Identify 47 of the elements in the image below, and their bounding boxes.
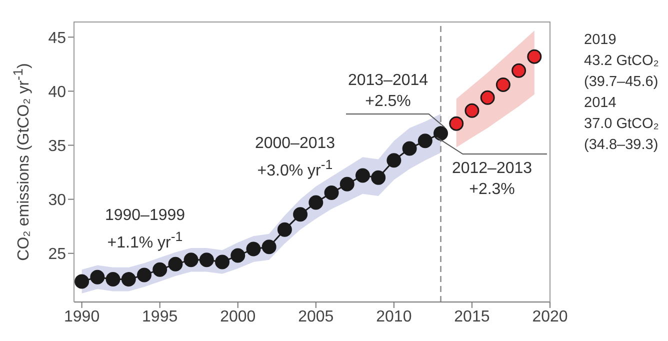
- y-tick-label: 35: [48, 138, 66, 155]
- point: [340, 176, 354, 192]
- x-tick-label: 1995: [142, 308, 178, 326]
- y-tick-label: 30: [48, 192, 66, 209]
- point: [355, 168, 370, 183]
- point: [262, 240, 276, 254]
- point: [324, 186, 339, 200]
- point: [184, 252, 198, 268]
- annotation: 1990–1999 +1.1% yr$^{-1}$: [104, 206, 186, 254]
- point: [449, 116, 464, 131]
- point: [434, 126, 448, 141]
- x-tick-label: 1990: [64, 308, 100, 326]
- point: [215, 254, 230, 270]
- y-tick-label: 40: [48, 84, 66, 101]
- point: [106, 272, 120, 287]
- x-tick-label: 2005: [298, 308, 334, 326]
- point: [277, 222, 292, 237]
- point: [74, 274, 90, 289]
- point: [230, 248, 246, 263]
- point: [293, 207, 308, 222]
- y-tick-label: 45: [48, 30, 66, 47]
- point: [402, 141, 417, 156]
- point: [246, 242, 261, 256]
- point: [90, 270, 105, 284]
- annotation: 2012–2013 +2.3%: [452, 159, 532, 200]
- y-tick-label: 25: [48, 246, 66, 264]
- point: [168, 256, 183, 272]
- point: [480, 90, 495, 105]
- point: [496, 77, 510, 92]
- x-tick-label: 2020: [532, 308, 568, 326]
- x-tick-label: 2000: [220, 308, 256, 326]
- point: [199, 252, 214, 268]
- annotation: 2013–2014 +2.5%: [348, 71, 428, 112]
- point: [136, 268, 152, 282]
- point: [308, 195, 324, 210]
- point: [371, 170, 386, 185]
- x-tick-label: 2010: [376, 308, 412, 326]
- point: [418, 134, 432, 148]
- x-tick-label: 2015: [454, 308, 490, 326]
- annotation: 2000–2013 +3.0% yr$^{-1}$: [254, 134, 336, 182]
- point: [386, 153, 402, 168]
- point: [121, 272, 136, 287]
- text: 2019 43.2 GtCO₂ (39.7–45.6) 2014 37.0 GtCO₂ (34.8–39.3): [584, 31, 659, 155]
- point: [152, 262, 168, 277]
- point: [527, 49, 542, 64]
- point: [464, 103, 480, 118]
- point: [512, 63, 526, 78]
